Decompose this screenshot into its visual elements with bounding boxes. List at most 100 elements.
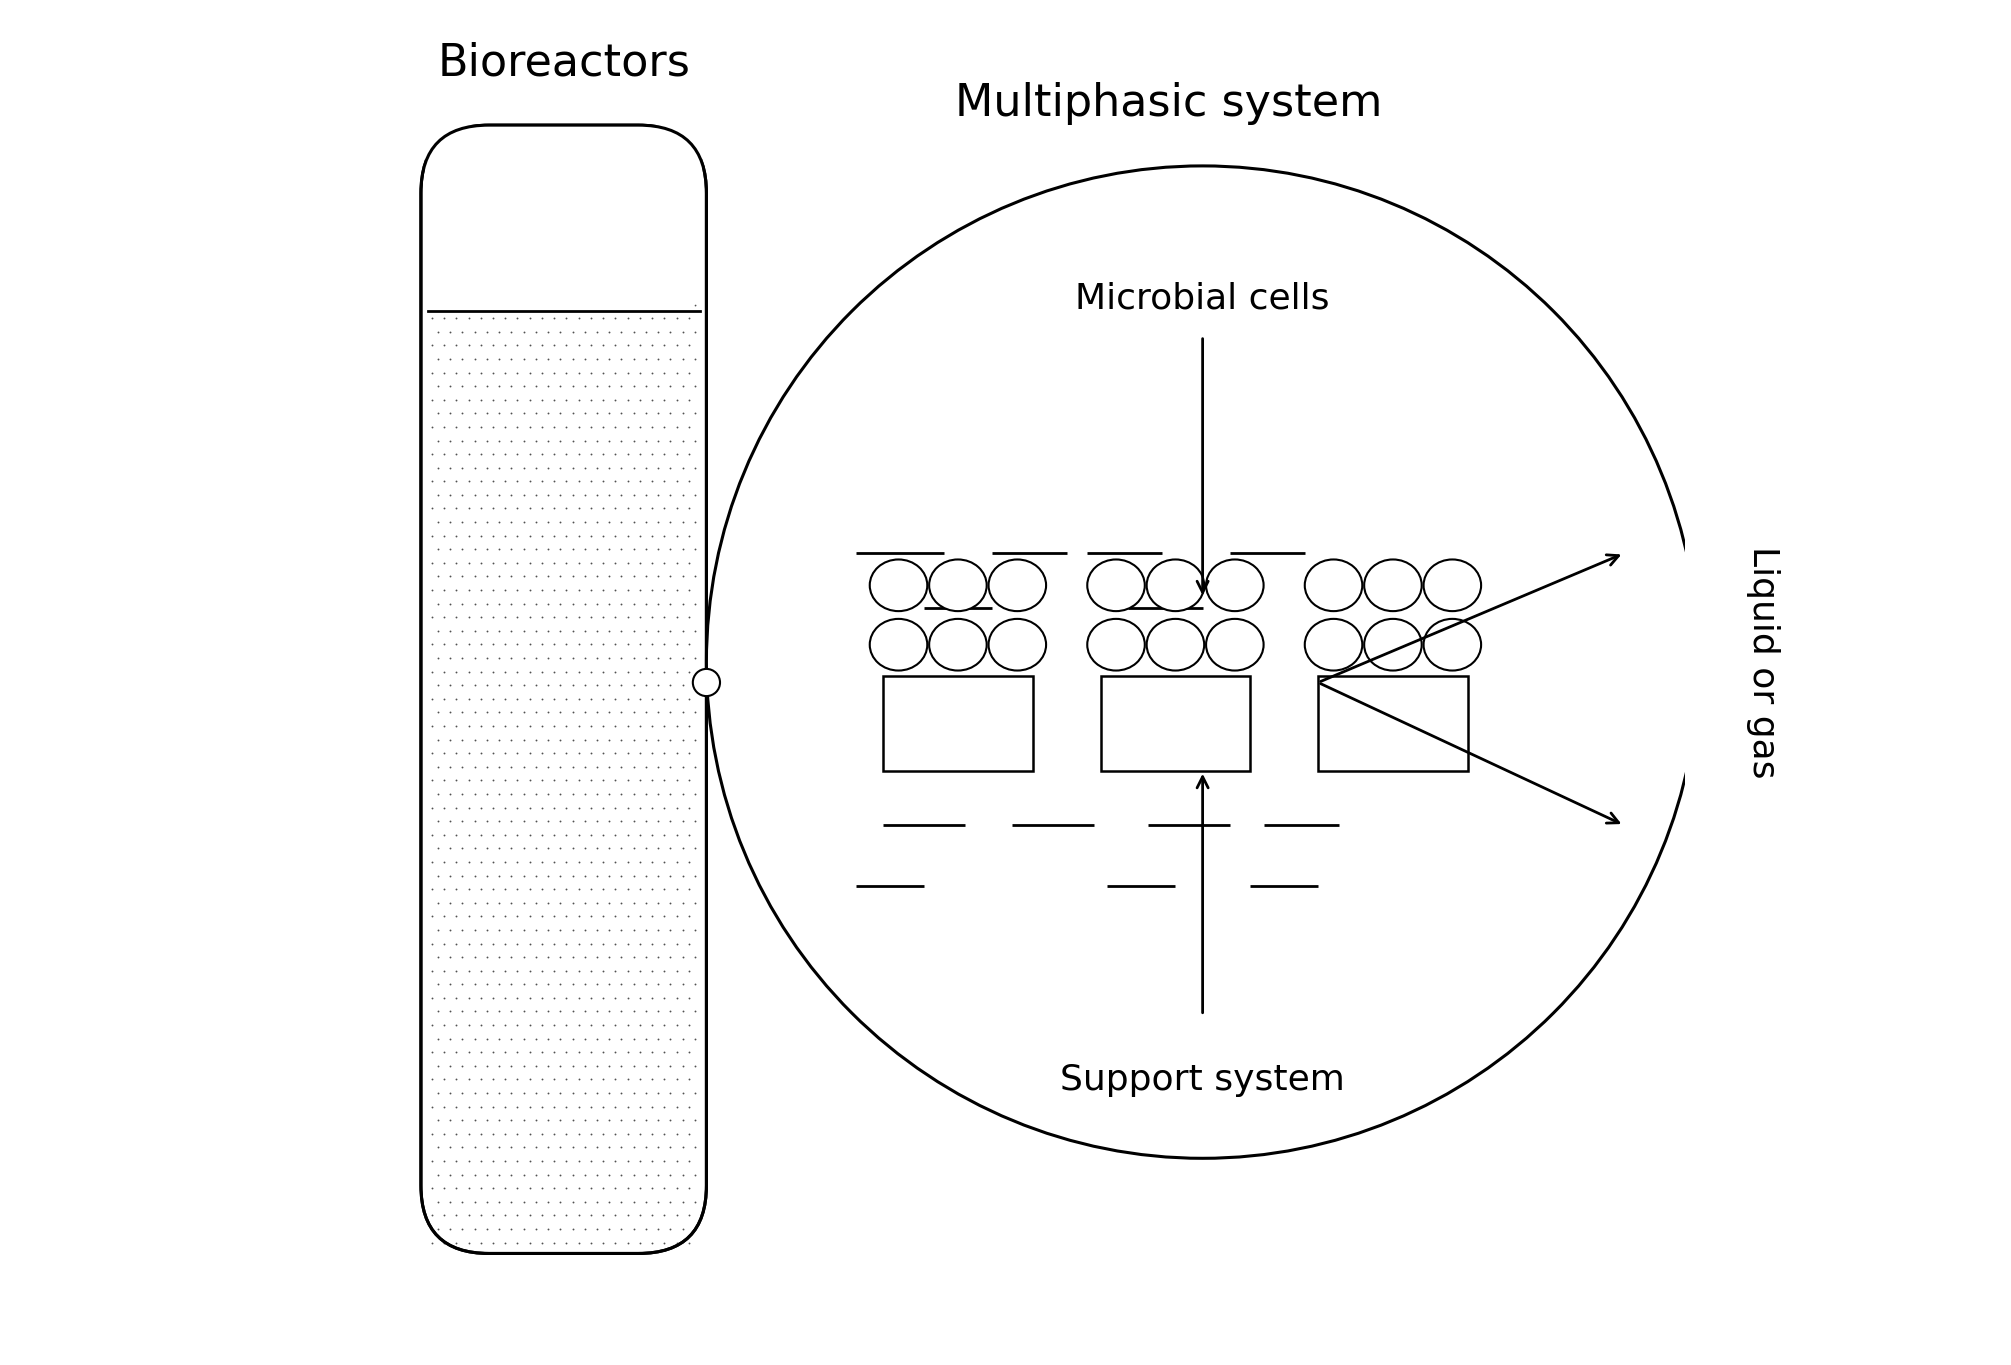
Point bbox=[660, 1096, 692, 1118]
Point bbox=[465, 362, 497, 384]
Point bbox=[434, 565, 467, 587]
Point bbox=[611, 797, 644, 819]
Point bbox=[551, 334, 583, 356]
Point bbox=[642, 348, 674, 370]
Point bbox=[551, 932, 583, 954]
Point bbox=[672, 1123, 704, 1145]
Point bbox=[629, 620, 662, 642]
Point bbox=[563, 1069, 595, 1091]
Point bbox=[599, 307, 631, 329]
Point bbox=[654, 1055, 686, 1077]
Point bbox=[569, 1055, 601, 1077]
Point bbox=[660, 307, 692, 329]
Point bbox=[471, 756, 503, 778]
Point bbox=[501, 878, 533, 900]
Point bbox=[513, 579, 545, 601]
Point bbox=[525, 1096, 557, 1118]
Point bbox=[648, 688, 680, 710]
Point bbox=[557, 620, 589, 642]
Point bbox=[446, 1190, 479, 1212]
Point bbox=[525, 416, 557, 438]
Point bbox=[551, 1041, 583, 1063]
Point bbox=[507, 702, 539, 723]
Point bbox=[642, 1218, 674, 1239]
Point bbox=[660, 824, 692, 846]
Point bbox=[465, 444, 497, 465]
Point bbox=[581, 891, 613, 913]
Point bbox=[599, 606, 631, 628]
Point bbox=[629, 756, 662, 778]
Point bbox=[428, 633, 461, 655]
Point bbox=[599, 1014, 631, 1036]
Point bbox=[428, 362, 461, 384]
Point bbox=[605, 729, 637, 751]
Point bbox=[440, 334, 473, 356]
Point bbox=[581, 756, 613, 778]
Point bbox=[680, 430, 712, 452]
Point bbox=[452, 905, 485, 927]
Point bbox=[440, 389, 473, 411]
Point bbox=[666, 538, 698, 560]
Point bbox=[539, 715, 571, 737]
Point bbox=[617, 1028, 650, 1050]
Point bbox=[471, 348, 503, 370]
Point bbox=[557, 511, 589, 532]
Point bbox=[557, 321, 589, 343]
Point bbox=[416, 661, 448, 682]
Point bbox=[672, 307, 704, 329]
Point bbox=[495, 1110, 527, 1132]
Text: Bioreactors: Bioreactors bbox=[436, 41, 690, 85]
Point bbox=[416, 1123, 448, 1145]
Point bbox=[569, 729, 601, 751]
Point bbox=[513, 524, 545, 546]
Point bbox=[440, 743, 473, 764]
Point bbox=[434, 1082, 467, 1104]
Point bbox=[519, 511, 551, 532]
Point bbox=[654, 457, 686, 479]
Point bbox=[599, 960, 631, 981]
Point bbox=[666, 838, 698, 860]
Point bbox=[440, 307, 473, 329]
Point bbox=[680, 811, 712, 833]
Point bbox=[477, 878, 509, 900]
Point bbox=[489, 878, 521, 900]
Point bbox=[416, 797, 448, 819]
Point bbox=[434, 1001, 467, 1022]
Point bbox=[575, 932, 607, 954]
Point bbox=[593, 321, 625, 343]
Point bbox=[605, 511, 637, 532]
Point bbox=[452, 389, 485, 411]
Point bbox=[575, 661, 607, 682]
Point bbox=[507, 403, 539, 425]
Point bbox=[533, 538, 565, 560]
Point bbox=[611, 551, 644, 573]
Point bbox=[489, 606, 521, 628]
Point bbox=[495, 565, 527, 587]
Point bbox=[680, 891, 712, 913]
Point bbox=[428, 661, 461, 682]
Point bbox=[680, 1164, 712, 1186]
Point bbox=[428, 389, 461, 411]
Point bbox=[672, 770, 704, 792]
Point bbox=[611, 770, 644, 792]
Point bbox=[519, 1082, 551, 1104]
Point bbox=[581, 838, 613, 860]
Point bbox=[605, 1082, 637, 1104]
Point bbox=[557, 729, 589, 751]
Point bbox=[519, 1110, 551, 1132]
Point bbox=[557, 485, 589, 506]
Point bbox=[611, 524, 644, 546]
Point bbox=[629, 946, 662, 968]
Point bbox=[642, 919, 674, 940]
Point bbox=[593, 973, 625, 995]
Point bbox=[434, 403, 467, 425]
Point bbox=[471, 674, 503, 696]
Point bbox=[680, 946, 712, 968]
Point bbox=[459, 1028, 491, 1050]
Point bbox=[660, 1014, 692, 1036]
Point bbox=[440, 444, 473, 465]
Point bbox=[416, 688, 448, 710]
Point bbox=[611, 1231, 644, 1253]
Point bbox=[416, 1041, 448, 1063]
Point bbox=[459, 485, 491, 506]
